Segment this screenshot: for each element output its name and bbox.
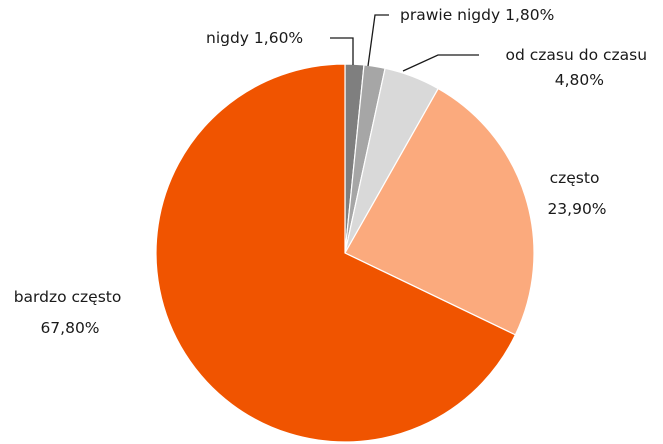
label-od-czasu-do-czasu: od czasu do czasu 4,80% <box>506 46 652 89</box>
label-prawie-nigdy-name: prawie nigdy <box>400 6 500 24</box>
label-bardzo-czesto-value: 67,80% <box>40 319 99 337</box>
pie-slices <box>155 63 535 443</box>
pie-slice-czesto <box>344 87 535 336</box>
label-od-czasu-do-czasu-name: od czasu do czasu <box>506 46 648 64</box>
label-nigdy-name: nigdy <box>206 29 249 47</box>
leader-line-prawie-nigdy <box>367 14 389 67</box>
leader-line-od-czasu-do-czasu <box>402 54 479 72</box>
leader-line-nigdy <box>330 37 354 65</box>
label-od-czasu-do-czasu-value: 4,80% <box>555 71 604 89</box>
label-czesto: często 23,90% <box>547 169 606 218</box>
label-nigdy: nigdy 1,60% <box>206 29 303 47</box>
label-bardzo-czesto: bardzo często 67,80% <box>14 288 127 337</box>
label-czesto-name: często <box>550 169 600 187</box>
pie-slice-bardzo-czesto <box>155 63 517 443</box>
label-prawie-nigdy: prawie nigdy 1,80% <box>400 6 554 24</box>
label-prawie-nigdy-value: 1,80% <box>505 6 554 24</box>
label-czesto-value: 23,90% <box>547 200 606 218</box>
label-bardzo-czesto-name: bardzo często <box>14 288 122 306</box>
label-nigdy-value: 1,60% <box>254 29 303 47</box>
